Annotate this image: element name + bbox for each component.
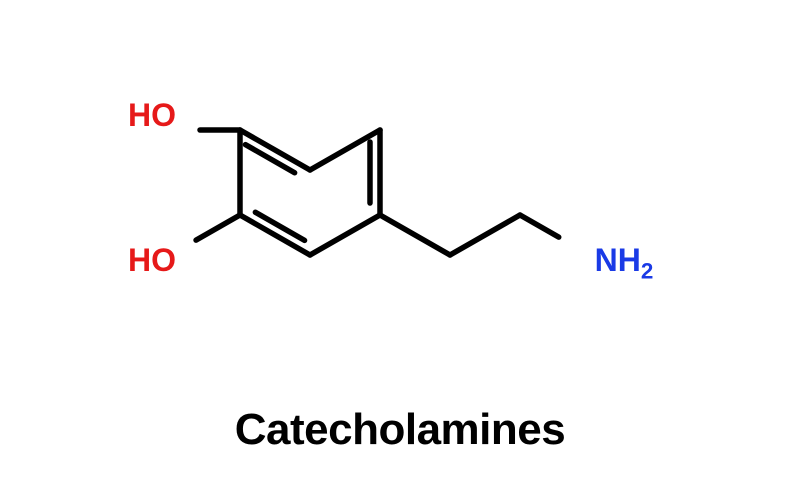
hydroxyl-label-2: HO [128, 244, 176, 276]
amine-label: NH2 [595, 244, 654, 276]
hydroxyl-label-1: HO [128, 99, 176, 131]
compound-title: Catecholamines [235, 405, 565, 455]
